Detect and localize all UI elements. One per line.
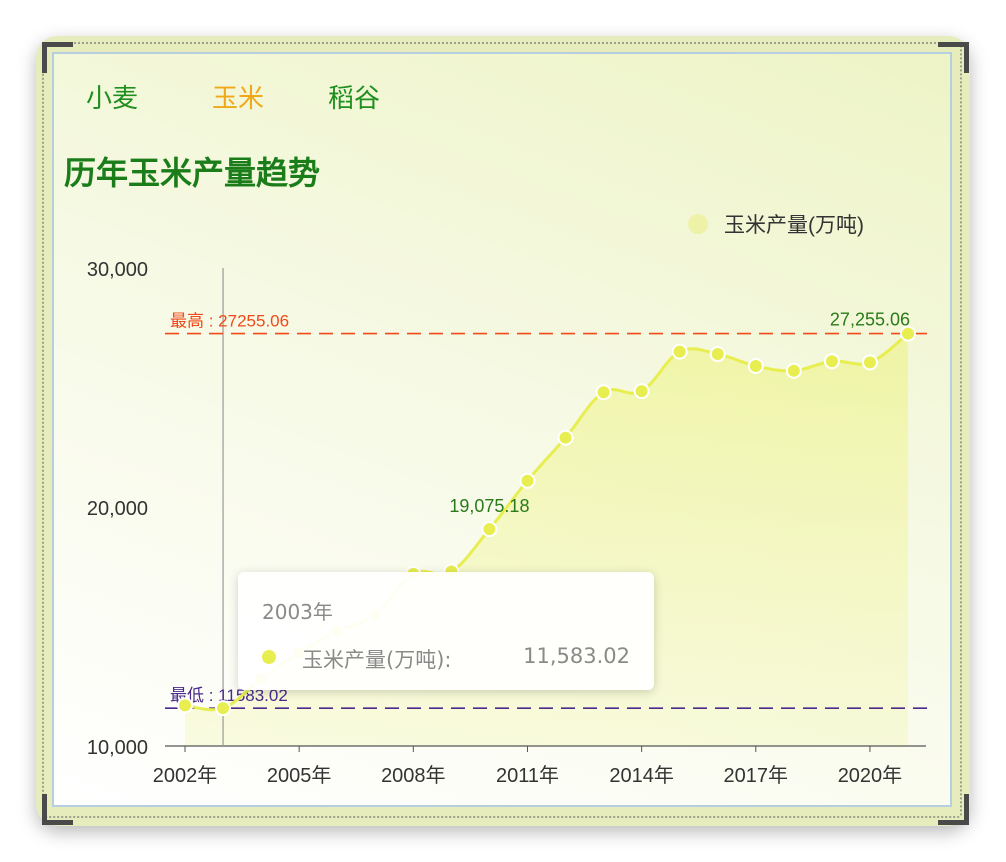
data-point-2017[interactable]: [747, 357, 764, 374]
x-tick-label: 2005年: [267, 764, 332, 787]
page-title: 历年玉米产量趋势: [64, 154, 321, 192]
data-label-2010: 19,075.18: [449, 496, 529, 516]
tab-rice[interactable]: 稻谷: [328, 84, 381, 114]
max-markline-label: 最高 : 27255.06: [170, 312, 289, 331]
data-point-2014[interactable]: [633, 383, 650, 400]
data-point-2015[interactable]: [671, 343, 688, 360]
x-tick-label: 2017年: [724, 764, 789, 787]
data-point-2016[interactable]: [709, 346, 726, 363]
tooltip-series-name: 玉米产量(万吨):: [302, 648, 452, 672]
y-tick-label: 20,000: [87, 498, 148, 520]
tooltip-title: 2003年: [262, 600, 333, 624]
data-point-2020[interactable]: [861, 354, 878, 371]
tab-corn[interactable]: 玉米: [212, 84, 265, 114]
data-point-2010[interactable]: [481, 521, 498, 538]
data-point-2013[interactable]: [595, 384, 612, 401]
x-tick-label: 2011年: [496, 764, 559, 787]
min-markline-label: 最低 : 11583.02: [170, 686, 288, 705]
data-point-2002[interactable]: [177, 697, 193, 714]
data-label-2021: 27,255.06: [830, 310, 910, 330]
x-tick-label: 2008年: [381, 764, 446, 787]
x-tick-label: 2020年: [838, 764, 903, 787]
tooltip: 2003年 玉米产量(万吨): 11,583.02: [238, 572, 654, 690]
data-point-2018[interactable]: [785, 362, 802, 379]
tooltip-series-marker: [262, 650, 276, 664]
y-tick-label: 10,000: [87, 737, 148, 759]
data-point-2011[interactable]: [519, 472, 536, 489]
tooltip-series-value: 11,583.02: [523, 644, 630, 668]
data-point-2012[interactable]: [557, 429, 574, 446]
corner-bracket-top-right: [938, 42, 969, 73]
data-point-2021[interactable]: [900, 325, 916, 342]
tab-wheat[interactable]: 小麦: [86, 84, 139, 114]
legend-label[interactable]: 玉米产量(万吨): [724, 214, 864, 237]
corner-bracket-top-left: [42, 42, 73, 73]
legend-marker[interactable]: [688, 214, 708, 234]
x-tick-label: 2002年: [153, 764, 218, 787]
y-tick-label: 30,000: [87, 259, 148, 281]
data-point-2003[interactable]: [215, 700, 232, 717]
data-point-2019[interactable]: [823, 353, 840, 370]
corner-bracket-bottom-left: [42, 794, 73, 825]
corner-bracket-bottom-right: [938, 794, 969, 825]
card-dotted-border: [42, 42, 962, 818]
x-tick-label: 2014年: [609, 764, 674, 787]
